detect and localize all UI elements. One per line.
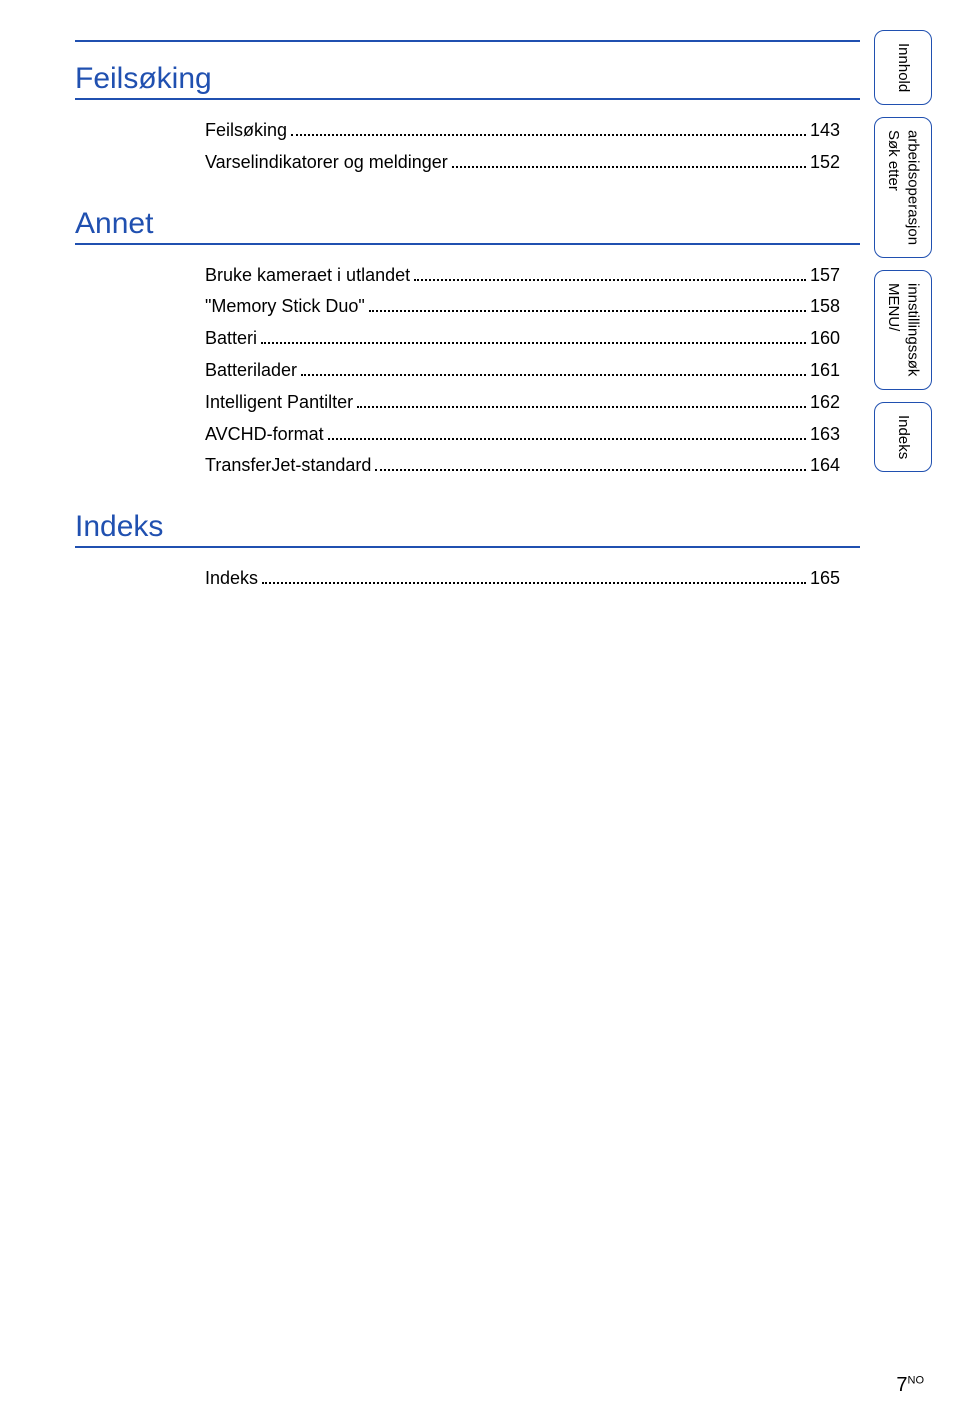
toc-row[interactable]: Batterilader 161 <box>205 356 840 385</box>
toc-page: 164 <box>810 451 840 480</box>
tab-indeks[interactable]: Indeks <box>874 402 932 472</box>
tab-label-group: arbeidsoperasjon Søk etter <box>884 130 923 245</box>
toc-row[interactable]: Feilsøking 143 <box>205 116 840 145</box>
tab-label-line: MENU/ <box>885 283 902 331</box>
toc-row[interactable]: Intelligent Pantilter 162 <box>205 388 840 417</box>
page-number: 7NO <box>896 1374 924 1397</box>
toc-row[interactable]: Varselindikatorer og meldinger 152 <box>205 148 840 177</box>
toc-page: 162 <box>810 388 840 417</box>
section-feilsoking: Feilsøking Feilsøking 143 Varselindikato… <box>75 62 860 177</box>
toc-row[interactable]: Bruke kameraet i utlandet 157 <box>205 261 840 290</box>
toc-label: Varselindikatorer og meldinger <box>205 148 448 177</box>
toc-label: "Memory Stick Duo" <box>205 292 365 321</box>
tab-label-group: innstillingssøk MENU/ <box>884 283 923 376</box>
section-indeks: Indeks Indeks 165 <box>75 510 860 593</box>
section-rule <box>75 243 860 245</box>
tab-label: Innhold <box>894 43 912 92</box>
toc-dots <box>375 469 806 471</box>
top-rule <box>75 40 860 42</box>
toc-row[interactable]: AVCHD-format 163 <box>205 420 840 449</box>
toc-row[interactable]: Batteri 160 <box>205 324 840 353</box>
toc-page: 163 <box>810 420 840 449</box>
toc-label: TransferJet-standard <box>205 451 371 480</box>
section-annet: Annet Bruke kameraet i utlandet 157 "Mem… <box>75 207 860 481</box>
toc-label: Bruke kameraet i utlandet <box>205 261 410 290</box>
toc-label: Batteri <box>205 324 257 353</box>
toc-dots <box>301 374 806 376</box>
toc-entries: Indeks 165 <box>75 564 860 593</box>
toc-label: AVCHD-format <box>205 420 324 449</box>
toc-dots <box>414 279 806 281</box>
toc-row[interactable]: "Memory Stick Duo" 158 <box>205 292 840 321</box>
tab-sok-etter[interactable]: arbeidsoperasjon Søk etter <box>874 117 932 258</box>
toc-label: Feilsøking <box>205 116 287 145</box>
toc-page: 157 <box>810 261 840 290</box>
toc-label: Batterilader <box>205 356 297 385</box>
toc-dots <box>328 438 806 440</box>
toc-label: Intelligent Pantilter <box>205 388 353 417</box>
toc-dots <box>357 406 806 408</box>
toc-page: 158 <box>810 292 840 321</box>
tab-menu[interactable]: innstillingssøk MENU/ <box>874 270 932 389</box>
side-tabs: Innhold arbeidsoperasjon Søk etter innst… <box>874 30 932 472</box>
toc-dots <box>291 134 806 136</box>
tab-label: Indeks <box>894 415 912 459</box>
toc-page: 143 <box>810 116 840 145</box>
tab-label-line: arbeidsoperasjon <box>905 130 922 245</box>
page-num: 7 <box>896 1374 907 1396</box>
section-heading: Indeks <box>75 510 860 544</box>
tab-label-line: Søk etter <box>885 130 902 191</box>
toc-dots <box>369 310 806 312</box>
toc-row[interactable]: TransferJet-standard 164 <box>205 451 840 480</box>
toc-label: Indeks <box>205 564 258 593</box>
toc-entries: Feilsøking 143 Varselindikatorer og meld… <box>75 116 860 177</box>
section-heading: Annet <box>75 207 860 241</box>
section-rule <box>75 546 860 548</box>
toc-entries: Bruke kameraet i utlandet 157 "Memory St… <box>75 261 860 481</box>
toc-page: 165 <box>810 564 840 593</box>
toc-page: 152 <box>810 148 840 177</box>
page: Feilsøking Feilsøking 143 Varselindikato… <box>0 0 960 663</box>
toc-dots <box>262 582 806 584</box>
section-rule <box>75 98 860 100</box>
toc-page: 161 <box>810 356 840 385</box>
toc-dots <box>261 342 806 344</box>
toc-dots <box>452 166 806 168</box>
tab-innhold[interactable]: Innhold <box>874 30 932 105</box>
toc-row[interactable]: Indeks 165 <box>205 564 840 593</box>
toc-page: 160 <box>810 324 840 353</box>
section-heading: Feilsøking <box>75 62 860 96</box>
page-sup: NO <box>908 1374 925 1386</box>
tab-label-line: innstillingssøk <box>905 283 922 376</box>
